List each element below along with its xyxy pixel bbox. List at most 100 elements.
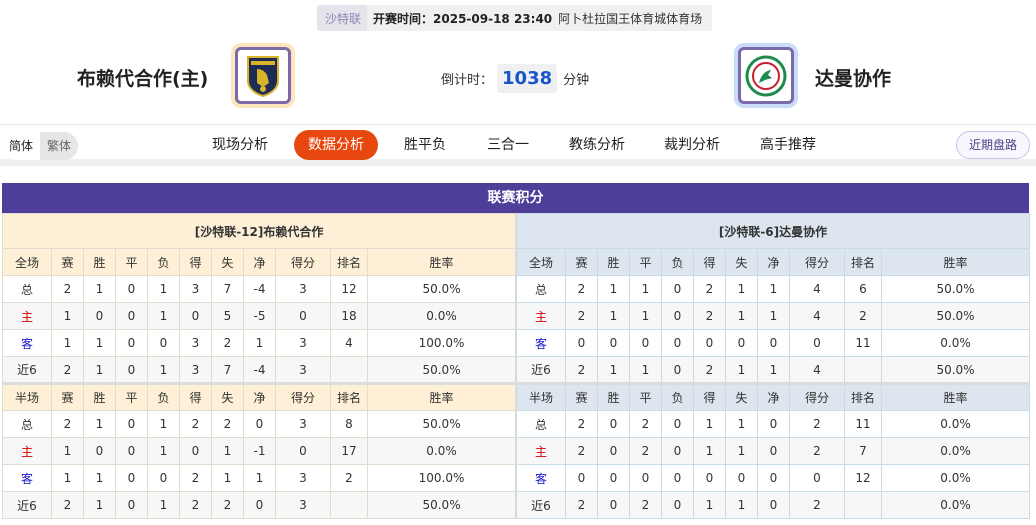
column-header: 失 <box>211 382 244 411</box>
table-row: 客 0 0 0 0 0 0 0 0 12 0.0% <box>516 464 1030 492</box>
cell: 3 <box>275 464 331 492</box>
cell: 0.0% <box>881 437 1030 465</box>
cell <box>844 356 882 384</box>
tab-live-analysis[interactable]: 现场分析 <box>212 137 268 153</box>
lang-traditional[interactable]: 繁体 <box>47 139 72 153</box>
full-header-row: 全场赛胜平负得失净得分 排名 胜率 <box>516 248 1030 276</box>
column-header: 胜 <box>83 248 116 276</box>
cell: 1 <box>597 302 630 330</box>
column-header: 赛 <box>565 382 598 411</box>
standings-title: 联赛积分 <box>2 183 1029 213</box>
cell: 1 <box>147 410 180 438</box>
tab-referee-analysis[interactable]: 裁判分析 <box>664 137 720 153</box>
cell <box>844 491 882 519</box>
cell: 1 <box>725 491 758 519</box>
cell: 100.0% <box>366 464 517 492</box>
cell: 3 <box>275 329 331 357</box>
league-link[interactable]: 沙特联 <box>317 5 368 31</box>
cell: 1 <box>725 410 758 438</box>
home-team-logo[interactable] <box>231 43 295 108</box>
tab-coach-analysis[interactable]: 教练分析 <box>569 137 625 153</box>
row-label: 总 <box>516 275 566 303</box>
column-header: 平 <box>629 382 662 411</box>
cell: 3 <box>275 491 331 519</box>
cell: 3 <box>179 275 212 303</box>
cell: 1 <box>693 437 726 465</box>
home-team-name[interactable]: 布赖代合作(主) <box>77 68 209 90</box>
cell: 1 <box>51 329 84 357</box>
row-label: 近6 <box>2 356 52 384</box>
cell: 0 <box>115 329 148 357</box>
cell: 12 <box>330 275 368 303</box>
cell: 2 <box>51 275 84 303</box>
cell: 2 <box>565 410 598 438</box>
cell: 1 <box>629 302 662 330</box>
cell: 0 <box>147 464 180 492</box>
tab-data-analysis[interactable]: 数据分析 <box>294 130 378 160</box>
cell: -1 <box>243 437 276 465</box>
cell: 0 <box>661 464 694 492</box>
cell: 1 <box>51 437 84 465</box>
column-header: 排名 <box>330 248 368 276</box>
cell: 0 <box>757 491 790 519</box>
cell: 3 <box>179 329 212 357</box>
cell: 0 <box>597 410 630 438</box>
row-label: 主 <box>516 302 566 330</box>
cell: 50.0% <box>881 302 1030 330</box>
cell: 1 <box>693 491 726 519</box>
cell: 0 <box>661 491 694 519</box>
cell: 17 <box>330 437 368 465</box>
cell: 0.0% <box>366 302 517 330</box>
cell: 12 <box>844 464 882 492</box>
table-row: 近6 2 1 0 1 3 7 -4 3 50.0% <box>2 356 517 384</box>
cell: 2 <box>629 437 662 465</box>
cell: 3 <box>275 356 331 384</box>
team-standing-label[interactable]: [沙特联-6]达曼协作 <box>516 213 1030 249</box>
lang-simplified[interactable]: 简体 <box>2 132 41 160</box>
cell: -5 <box>243 302 276 330</box>
column-header: 胜率 <box>366 382 517 411</box>
column-header: 胜 <box>597 248 630 276</box>
cell: 1 <box>629 356 662 384</box>
cell: 0 <box>661 275 694 303</box>
language-toggle[interactable]: 简体 繁体 <box>2 132 79 160</box>
cell: 1 <box>725 437 758 465</box>
cell: 2 <box>565 275 598 303</box>
cell: 1 <box>211 437 244 465</box>
cell: 1 <box>211 464 244 492</box>
cell: 2 <box>51 410 84 438</box>
table-row: 主 1 0 0 1 0 5 -5 0 18 0.0% <box>2 302 517 330</box>
cell: 0 <box>115 491 148 519</box>
cell: 2 <box>844 302 882 330</box>
cell: 0 <box>661 329 694 357</box>
table-row: 近6 2 1 1 0 2 1 1 4 50.0% <box>516 356 1030 384</box>
column-header: 排名 <box>844 382 882 411</box>
tab-win-draw-lose[interactable]: 胜平负 <box>404 137 446 153</box>
column-header: 得分 <box>789 248 845 276</box>
cell: 0 <box>661 437 694 465</box>
cell: 7 <box>844 437 882 465</box>
tab-three-in-one[interactable]: 三合一 <box>487 137 529 153</box>
table-row: 主 2 1 1 0 2 1 1 4 2 50.0% <box>516 302 1030 330</box>
cell: 1 <box>725 302 758 330</box>
cell: 1 <box>147 437 180 465</box>
cell: 0 <box>243 491 276 519</box>
column-header: 得分 <box>275 248 331 276</box>
cell: 1 <box>725 356 758 384</box>
match-info-bar: 沙特联 开赛时间：2025-09-18 23:40 阿卜杜拉国王体育城体育场 <box>317 5 712 31</box>
column-header: 平 <box>115 382 148 411</box>
column-header: 平 <box>115 248 148 276</box>
cell: 50.0% <box>366 410 517 438</box>
cell: 0 <box>565 329 598 357</box>
team-standing-label[interactable]: [沙特联-12]布赖代合作 <box>1 213 517 249</box>
cell: -4 <box>243 275 276 303</box>
recent-odds-button[interactable]: 近期盘路 <box>955 131 1030 159</box>
cell: 2 <box>693 275 726 303</box>
cell: 11 <box>844 329 882 357</box>
away-team-name[interactable]: 达曼协作 <box>815 68 892 90</box>
cell: 2 <box>565 356 598 384</box>
column-header: 负 <box>661 382 694 411</box>
tab-expert-picks[interactable]: 高手推荐 <box>760 137 816 153</box>
cell: 0 <box>597 491 630 519</box>
away-team-logo[interactable] <box>734 43 798 108</box>
